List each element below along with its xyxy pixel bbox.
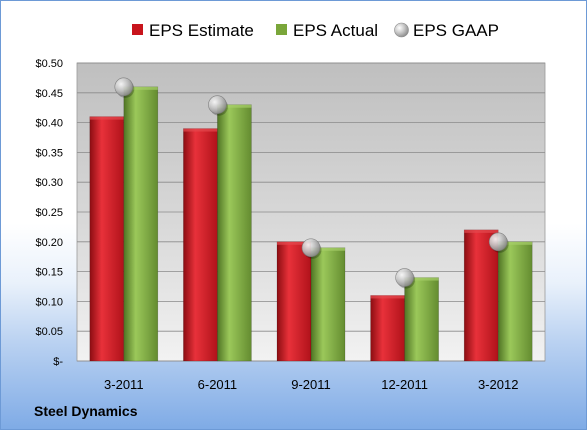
- y-tick-label: $0.45: [35, 88, 63, 100]
- y-tick-label: $0.30: [35, 177, 63, 189]
- bar-eps-actual-3-2012: [497, 241, 533, 362]
- bar-cap: [277, 241, 311, 245]
- y-tick-label: $0.10: [35, 296, 63, 308]
- y-tick-label: $0.50: [35, 58, 63, 70]
- bar-cap: [123, 86, 158, 90]
- bar-eps-estimate-12-2011: [370, 295, 405, 362]
- y-tick-label: $0.40: [35, 118, 63, 130]
- legend-label-eps-gaap: EPS GAAP: [413, 21, 499, 40]
- gaap-markers: [114, 77, 509, 289]
- x-tick-label: 3-2012: [478, 377, 518, 392]
- bar-cap: [464, 229, 499, 233]
- y-tick-label: $0.35: [35, 147, 63, 159]
- bar-cap: [404, 277, 439, 281]
- legend-swatch-eps-estimate: [132, 24, 143, 35]
- bar-eps-actual-9-2011: [310, 247, 346, 362]
- y-tick-label: $0.15: [35, 267, 63, 279]
- x-tick-label: 12-2011: [381, 377, 428, 392]
- bar-cap: [89, 116, 124, 120]
- x-axis: 3-2011 6-2011 9-2011 12-2011 3-2012: [104, 377, 518, 392]
- bar-eps-estimate-3-2011: [89, 116, 125, 362]
- bar-cap: [370, 295, 405, 299]
- marker-eps-gaap-6-2011: [208, 95, 227, 115]
- bar-cap: [217, 104, 252, 108]
- legend-label-eps-actual: EPS Actual: [293, 21, 378, 40]
- company-label: Steel Dynamics: [34, 403, 138, 419]
- marker-eps-gaap-12-2011: [395, 268, 414, 287]
- bar-eps-actual-6-2011: [217, 104, 252, 362]
- bar-eps-estimate-9-2011: [276, 241, 312, 362]
- bar-eps-actual-3-2011: [123, 86, 159, 362]
- y-tick-label: $0.05: [35, 326, 63, 338]
- legend-swatch-eps-actual: [276, 24, 287, 35]
- x-tick-label: 3-2011: [104, 377, 144, 392]
- legend: EPS Estimate EPS Actual EPS GAAP: [132, 21, 499, 40]
- x-tick-label: 9-2011: [291, 377, 331, 392]
- y-tick-label: $0.25: [35, 207, 63, 219]
- bar-eps-estimate-6-2011: [183, 128, 218, 362]
- bar-cap: [498, 241, 533, 245]
- legend-label-eps-estimate: EPS Estimate: [149, 21, 254, 40]
- bar-cap: [311, 247, 345, 251]
- marker-eps-gaap-3-2012: [488, 232, 508, 252]
- marker-eps-gaap-9-2011: [301, 238, 321, 258]
- marker-eps-gaap-3-2011: [114, 77, 134, 97]
- y-tick-label: $-: [53, 356, 63, 368]
- y-axis: $- $0.05 $0.10 $0.15 $0.20 $0.25 $0.30 $0.35 $0.…: [35, 58, 63, 368]
- x-tick-label: 6-2011: [198, 377, 238, 392]
- bar-eps-actual-12-2011: [404, 277, 439, 362]
- bars: [89, 86, 533, 362]
- y-tick-label: $0.20: [35, 237, 63, 249]
- bar-cap: [183, 128, 218, 132]
- legend-swatch-eps-gaap: [394, 22, 409, 38]
